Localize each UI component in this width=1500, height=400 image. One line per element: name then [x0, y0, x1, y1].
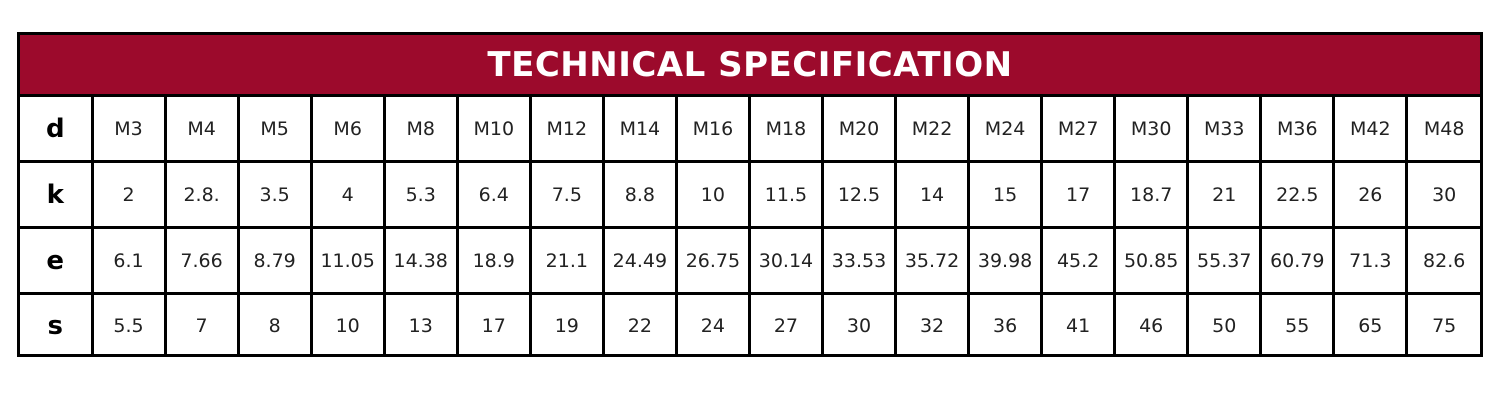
spec-cell-s-6: 17	[455, 292, 532, 357]
spec-cell-k-5: 5.3	[382, 160, 459, 229]
spec-cell-d-4: M6	[309, 97, 386, 163]
spec-cell-s-19: 75	[1405, 292, 1480, 357]
spec-cell-e-16: 55.37	[1186, 226, 1263, 295]
spec-cell-k-8: 8.8	[601, 160, 678, 229]
row-label-d: d	[20, 97, 94, 163]
spec-cell-s-10: 27	[747, 292, 824, 357]
spec-cell-e-15: 50.85	[1113, 226, 1190, 295]
spec-cell-d-15: M30	[1113, 97, 1190, 163]
table-title: TECHNICAL SPECIFICATION	[20, 35, 1480, 97]
spec-cell-e-1: 6.1	[90, 226, 167, 295]
spec-cell-k-14: 17	[1040, 160, 1117, 229]
spec-cell-s-13: 36	[967, 292, 1044, 357]
spec-cell-e-11: 33.53	[820, 226, 898, 295]
spec-cell-s-3: 8	[236, 292, 313, 357]
spec-row-e: e 6.1 7.66 8.79 11.05 14.38 18.9 21.1 24.49 26.75…	[20, 226, 1480, 295]
spec-cell-s-2: 7	[163, 292, 240, 357]
spec-row-d: d M3 M4 M5 M6 M8 M10 M12 M14 M16 M18 M20 M22 M24 M27 M3…	[20, 97, 1480, 163]
spec-cell-d-10: M18	[747, 97, 824, 163]
spec-cell-k-7: 7.5	[528, 160, 605, 229]
row-label-k: k	[20, 160, 94, 229]
spec-cell-d-11: M20	[820, 97, 898, 163]
spec-cell-e-5: 14.38	[382, 226, 459, 295]
spec-cell-s-16: 50	[1186, 292, 1263, 357]
spec-cell-s-5: 13	[382, 292, 459, 357]
spec-cell-s-15: 46	[1113, 292, 1190, 357]
spec-cell-e-13: 39.98	[967, 226, 1044, 295]
spec-cell-s-9: 24	[674, 292, 751, 357]
spec-cell-k-10: 11.5	[747, 160, 824, 229]
spec-cell-d-5: M8	[382, 97, 459, 163]
spec-cell-d-2: M4	[163, 97, 240, 163]
row-label-e: e	[20, 226, 94, 295]
spec-grid: d M3 M4 M5 M6 M8 M10 M12 M14 M16 M18 M20 M22 M24 M27 M3…	[20, 97, 1480, 357]
spec-cell-s-11: 30	[820, 292, 898, 357]
spec-cell-e-10: 30.14	[747, 226, 824, 295]
spec-cell-d-18: M42	[1332, 97, 1409, 163]
spec-cell-s-17: 55	[1259, 292, 1336, 357]
spec-cell-k-12: 14	[894, 160, 971, 229]
spec-cell-d-19: M48	[1405, 97, 1480, 163]
spec-cell-e-2: 7.66	[163, 226, 240, 295]
spec-cell-e-4: 11.05	[309, 226, 386, 295]
spec-cell-e-19: 82.6	[1405, 226, 1480, 295]
spec-cell-d-7: M12	[528, 97, 605, 163]
spec-cell-s-7: 19	[528, 292, 605, 357]
spec-cell-s-18: 65	[1332, 292, 1409, 357]
spec-cell-k-19: 30	[1405, 160, 1480, 229]
spec-row-s: s 5.5 7 8 10 13 17 19 22 24 27 30 32 36 41 46 50 55 65 75	[20, 292, 1480, 357]
spec-cell-e-9: 26.75	[674, 226, 751, 295]
technical-specification-table: TECHNICAL SPECIFICATION d M3 M4 M5 M6 M8 M10 M1…	[17, 32, 1483, 357]
spec-cell-d-9: M16	[674, 97, 751, 163]
spec-cell-k-6: 6.4	[455, 160, 532, 229]
spec-cell-e-6: 18.9	[455, 226, 532, 295]
spec-cell-d-8: M14	[601, 97, 678, 163]
spec-cell-e-17: 60.79	[1259, 226, 1336, 295]
spec-cell-k-9: 10	[674, 160, 751, 229]
spec-cell-k-13: 15	[967, 160, 1044, 229]
spec-cell-d-1: M3	[90, 97, 167, 163]
spec-body: d M3 M4 M5 M6 M8 M10 M12 M14 M16 M18 M20 M22 M24 M27 M3…	[20, 97, 1480, 357]
spec-cell-e-14: 45.2	[1040, 226, 1117, 295]
spec-cell-k-2: 2.8.	[163, 160, 240, 229]
spec-cell-e-3: 8.79	[236, 226, 313, 295]
spec-cell-d-3: M5	[236, 97, 313, 163]
spec-cell-e-8: 24.49	[601, 226, 678, 295]
spec-cell-s-12: 32	[894, 292, 971, 357]
spec-cell-d-12: M22	[894, 97, 971, 163]
spec-cell-d-14: M27	[1040, 97, 1117, 163]
spec-cell-k-16: 21	[1186, 160, 1263, 229]
spec-cell-d-17: M36	[1259, 97, 1336, 163]
spec-cell-k-11: 12.5	[820, 160, 898, 229]
spec-cell-e-18: 71.3	[1332, 226, 1409, 295]
spec-cell-d-16: M33	[1186, 97, 1263, 163]
spec-cell-k-18: 26	[1332, 160, 1409, 229]
spec-cell-k-15: 18.7	[1113, 160, 1190, 229]
row-label-s: s	[20, 292, 94, 357]
spec-cell-e-12: 35.72	[894, 226, 971, 295]
spec-row-k: k 2 2.8. 3.5 4 5.3 6.4 7.5 8.8 10 11.5 12.5 14 15 17 18…	[20, 160, 1480, 229]
spec-cell-s-4: 10	[309, 292, 386, 357]
spec-cell-s-14: 41	[1040, 292, 1117, 357]
spec-cell-s-1: 5.5	[90, 292, 167, 357]
spec-cell-d-13: M24	[967, 97, 1044, 163]
spec-cell-k-3: 3.5	[236, 160, 313, 229]
spec-cell-k-1: 2	[90, 160, 167, 229]
spec-cell-s-8: 22	[601, 292, 678, 357]
spec-cell-d-6: M10	[455, 97, 532, 163]
spec-cell-k-17: 22.5	[1259, 160, 1336, 229]
spec-cell-e-7: 21.1	[528, 226, 605, 295]
spec-cell-k-4: 4	[309, 160, 386, 229]
